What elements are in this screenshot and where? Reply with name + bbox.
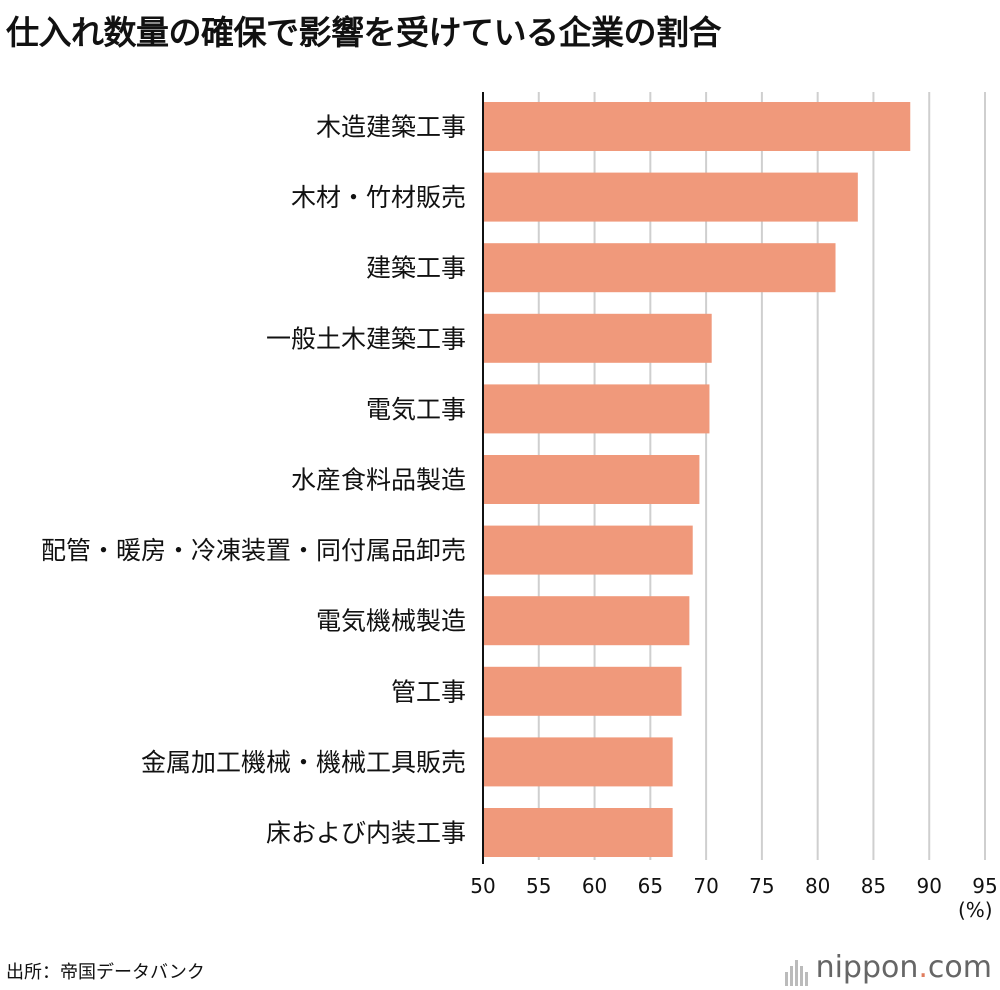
category-label: 一般土木建築工事: [266, 324, 466, 353]
x-tick-label: 65: [638, 874, 663, 898]
category-label: 配管・暖房・冷凍装置・同付属品卸売: [41, 536, 466, 565]
x-tick-label: 95: [972, 874, 997, 898]
bar: [483, 808, 673, 857]
bar: [483, 102, 911, 151]
logo-bars-icon: [784, 951, 810, 986]
bar: [483, 313, 712, 363]
bar: [483, 455, 700, 504]
category-label: 電気機械製造: [316, 607, 466, 636]
x-tick-label: 70: [693, 874, 718, 898]
bar: [483, 596, 690, 646]
category-label: 木造建築工事: [316, 113, 466, 142]
x-tick-label: 85: [861, 874, 886, 898]
category-label: 木材・竹材販売: [291, 183, 466, 212]
category-label: 建築工事: [366, 254, 466, 283]
chart-title: 仕入れ数量の確保で影響を受けている企業の割合: [6, 13, 722, 52]
x-axis-unit: (%): [958, 898, 993, 922]
category-label: 電気工事: [366, 395, 466, 424]
category-label: 床および内装工事: [266, 819, 466, 848]
bar: [483, 666, 682, 716]
x-tick-labels: 50 55 60 65 70 75 80 85 90 95: [470, 874, 997, 898]
x-tick-label: 60: [582, 874, 607, 898]
x-tick-label: 80: [805, 874, 830, 898]
x-tick-label: 90: [916, 874, 941, 898]
logo-suffix: com: [927, 950, 992, 985]
x-tick-label: 75: [749, 874, 774, 898]
logo-dot: .: [918, 950, 928, 985]
category-label: 水産食料品製造: [291, 466, 466, 495]
bar: [483, 737, 673, 787]
category-labels: 木造建築工事木材・竹材販売建築工事一般土木建築工事電気工事水産食料品製造配管・暖…: [41, 113, 466, 848]
category-label: 管工事: [391, 677, 466, 706]
x-tick-label: 55: [526, 874, 551, 898]
category-label: 金属加工機械・機械工具販売: [141, 748, 466, 777]
bar: [483, 243, 836, 293]
logo-name: nippon: [815, 950, 919, 985]
x-tick-label: 50: [470, 874, 495, 898]
bar: [483, 384, 710, 434]
bar: [483, 525, 693, 575]
bar: [483, 172, 858, 222]
source-note: 出所：帝国データバンク: [6, 962, 205, 983]
nippon-logo: nippon.com: [784, 950, 992, 986]
bars: [483, 102, 911, 857]
